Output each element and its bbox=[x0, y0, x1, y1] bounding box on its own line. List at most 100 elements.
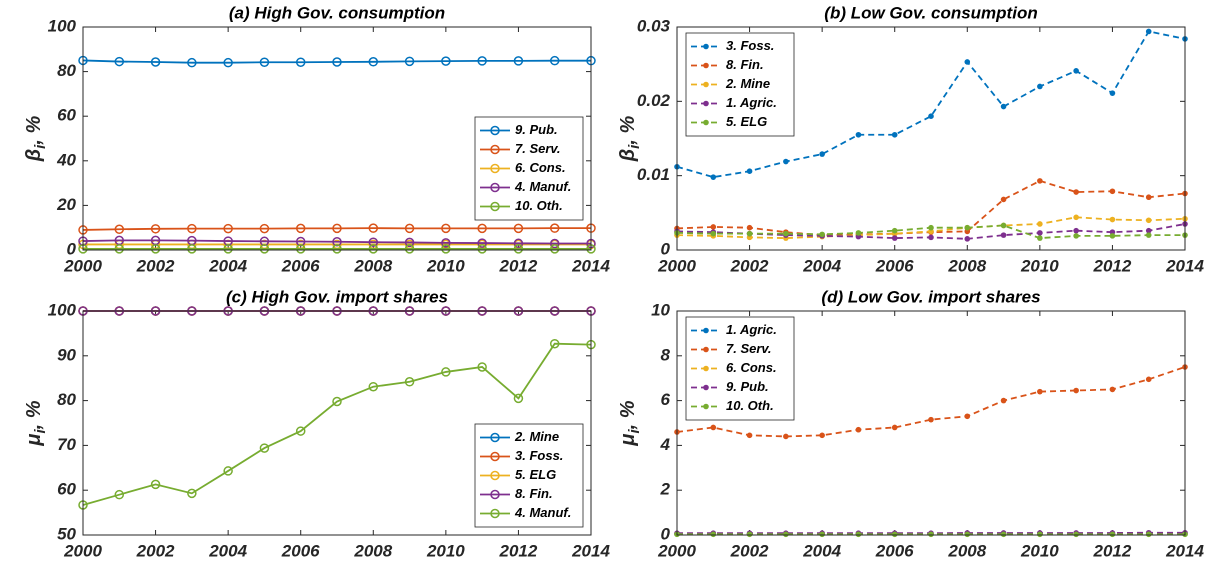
marker bbox=[549, 223, 560, 233]
legend-marker bbox=[703, 346, 709, 353]
x-tick-label: 2012 bbox=[1093, 256, 1132, 275]
marker bbox=[187, 57, 197, 68]
marker bbox=[1145, 531, 1152, 538]
marker bbox=[928, 224, 934, 231]
marker bbox=[1145, 217, 1152, 224]
marker bbox=[295, 57, 306, 67]
marker bbox=[891, 531, 898, 538]
marker bbox=[259, 244, 270, 254]
marker bbox=[819, 531, 825, 538]
y-tick-label: 0 bbox=[67, 239, 77, 258]
marker bbox=[1073, 387, 1079, 394]
marker bbox=[150, 224, 161, 234]
x-tick-label: 2010 bbox=[1020, 541, 1059, 560]
marker bbox=[114, 224, 125, 235]
marker bbox=[1145, 28, 1152, 35]
marker bbox=[549, 238, 560, 249]
marker bbox=[114, 244, 125, 254]
legend-label: 9. Pub. bbox=[515, 122, 558, 137]
x-tick-label: 2012 bbox=[499, 256, 538, 275]
marker bbox=[295, 426, 306, 436]
y-tick-label: 4 bbox=[660, 435, 671, 454]
marker bbox=[513, 223, 524, 234]
y-tick-label: 60 bbox=[57, 106, 76, 125]
marker bbox=[332, 57, 342, 67]
legend-marker bbox=[703, 119, 709, 126]
marker bbox=[1109, 216, 1116, 223]
marker bbox=[855, 230, 862, 236]
marker bbox=[746, 168, 753, 175]
legend-marker bbox=[490, 144, 500, 155]
marker bbox=[891, 235, 898, 241]
x-tick-label: 2010 bbox=[1020, 256, 1059, 275]
x-tick-label: 2004 bbox=[208, 541, 247, 560]
legend-label: 7. Serv. bbox=[515, 141, 561, 156]
y-axis-label: βi, % bbox=[617, 116, 643, 163]
marker bbox=[1000, 103, 1007, 110]
x-tick-label: 2004 bbox=[802, 541, 841, 560]
marker bbox=[477, 238, 487, 248]
marker bbox=[1037, 388, 1043, 395]
y-axis-label-part: i bbox=[626, 144, 643, 149]
marker bbox=[819, 432, 825, 439]
marker bbox=[819, 231, 825, 238]
marker bbox=[964, 531, 971, 538]
series-line bbox=[82, 239, 591, 245]
marker bbox=[1109, 188, 1116, 195]
marker bbox=[295, 223, 306, 234]
y-tick-label: 50 bbox=[57, 524, 76, 543]
x-tick-label: 2014 bbox=[571, 541, 610, 560]
marker bbox=[332, 244, 342, 254]
series-line bbox=[82, 227, 591, 231]
y-tick-label: 40 bbox=[56, 150, 76, 169]
marker bbox=[1037, 531, 1043, 538]
chart-title: (b) Low Gov. consumption bbox=[824, 3, 1037, 22]
marker bbox=[710, 224, 717, 230]
marker bbox=[964, 59, 971, 65]
x-tick-label: 2010 bbox=[426, 256, 465, 275]
marker bbox=[1000, 222, 1007, 229]
chart-title: (d) Low Gov. import shares bbox=[821, 287, 1040, 306]
legend-marker bbox=[703, 62, 709, 69]
marker bbox=[441, 56, 451, 66]
x-tick-label: 2006 bbox=[281, 256, 320, 275]
y-axis-label-part: β bbox=[23, 149, 45, 162]
legend-marker bbox=[490, 182, 500, 193]
x-tick-label: 2004 bbox=[802, 256, 841, 275]
marker bbox=[1145, 194, 1152, 201]
marker bbox=[1109, 233, 1116, 239]
legend-label: 5. ELG bbox=[726, 114, 767, 129]
marker bbox=[746, 230, 753, 237]
marker bbox=[150, 244, 161, 254]
x-tick-label: 2002 bbox=[136, 256, 175, 275]
x-tick-label: 2006 bbox=[281, 541, 320, 560]
y-tick-label: 80 bbox=[57, 61, 76, 80]
marker bbox=[404, 223, 415, 234]
series-line bbox=[82, 59, 591, 64]
marker bbox=[710, 230, 717, 237]
legend-marker bbox=[703, 365, 709, 372]
legend-marker bbox=[490, 125, 500, 136]
marker bbox=[549, 55, 560, 66]
legend-label: 2. Mine bbox=[725, 76, 770, 91]
marker bbox=[368, 237, 379, 247]
x-tick-label: 2008 bbox=[353, 541, 392, 560]
y-tick-label: 6 bbox=[661, 390, 671, 409]
x-tick-label: 2008 bbox=[947, 256, 986, 275]
marker bbox=[964, 224, 971, 231]
y-axis-label-part: , % bbox=[23, 116, 45, 146]
legend-marker bbox=[490, 470, 500, 481]
marker bbox=[223, 57, 233, 68]
marker bbox=[1109, 90, 1116, 96]
axes-frame bbox=[82, 26, 592, 251]
y-axis-label-part: μ bbox=[23, 434, 45, 447]
marker bbox=[1037, 235, 1043, 241]
x-tick-label: 2006 bbox=[875, 256, 914, 275]
y-axis-label-part: i bbox=[32, 144, 49, 149]
marker bbox=[928, 234, 934, 241]
x-tick-label: 2004 bbox=[208, 256, 247, 275]
marker bbox=[513, 244, 524, 254]
marker bbox=[223, 466, 233, 476]
marker bbox=[114, 56, 125, 67]
y-axis-label-part: i bbox=[32, 429, 49, 434]
